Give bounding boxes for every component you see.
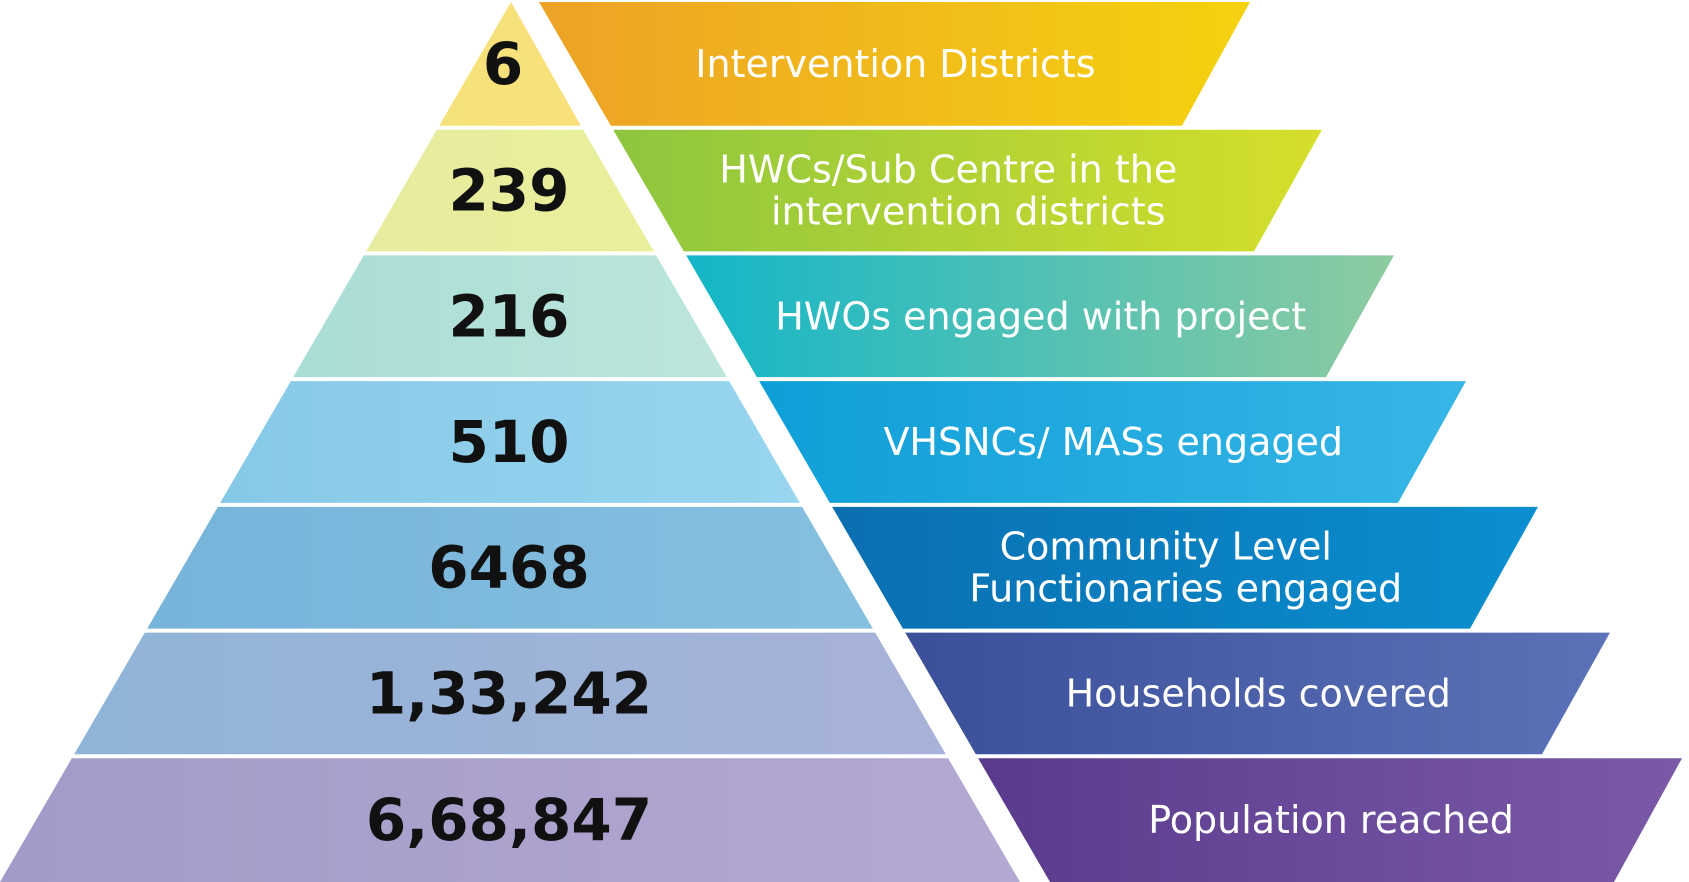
band-label-line: VHSNCs/ MASs engaged <box>883 420 1343 464</box>
pyramid-tier <box>220 381 800 503</box>
pyramid-tier <box>366 129 654 252</box>
band-label-line: HWCs/Sub Centre in the <box>719 148 1177 192</box>
label-bands: Intervention Districts HWCs/Sub Centre in… <box>539 2 1682 882</box>
tier-value: 6 <box>483 30 523 98</box>
tier-value: 6,68,847 <box>366 786 652 854</box>
pyramid-tier <box>147 506 873 629</box>
band-label-line: Community Level <box>1000 525 1332 569</box>
tier-value: 239 <box>448 157 569 225</box>
band-label-line: intervention districts <box>771 190 1166 234</box>
pyramid-tier <box>0 758 1020 882</box>
tier-value: 6468 <box>428 534 589 602</box>
label-band <box>978 758 1682 882</box>
label-band <box>613 129 1322 252</box>
label-band <box>539 2 1250 126</box>
label-band <box>759 381 1466 503</box>
band-label-line: HWOs engaged with project <box>775 294 1306 338</box>
band-label-line: Intervention Districts <box>695 42 1095 86</box>
label-band <box>686 255 1394 378</box>
band-label-line: Population reached <box>1148 798 1514 842</box>
band-label-line: Functionaries engaged <box>969 567 1402 611</box>
pyramid-tiers: 6 239 216 510 6468 1,33,242 6,68,847 <box>0 2 1020 882</box>
label-band <box>905 632 1610 755</box>
label-band <box>832 506 1538 629</box>
tier-value: 1,33,242 <box>366 659 652 727</box>
band-label-line: Households covered <box>1066 671 1451 715</box>
tier-value: 216 <box>448 282 569 350</box>
pyramid-tier <box>439 2 581 126</box>
tier-value: 510 <box>448 408 569 476</box>
pyramid-tier <box>74 632 946 755</box>
pyramid-tier <box>293 255 727 378</box>
